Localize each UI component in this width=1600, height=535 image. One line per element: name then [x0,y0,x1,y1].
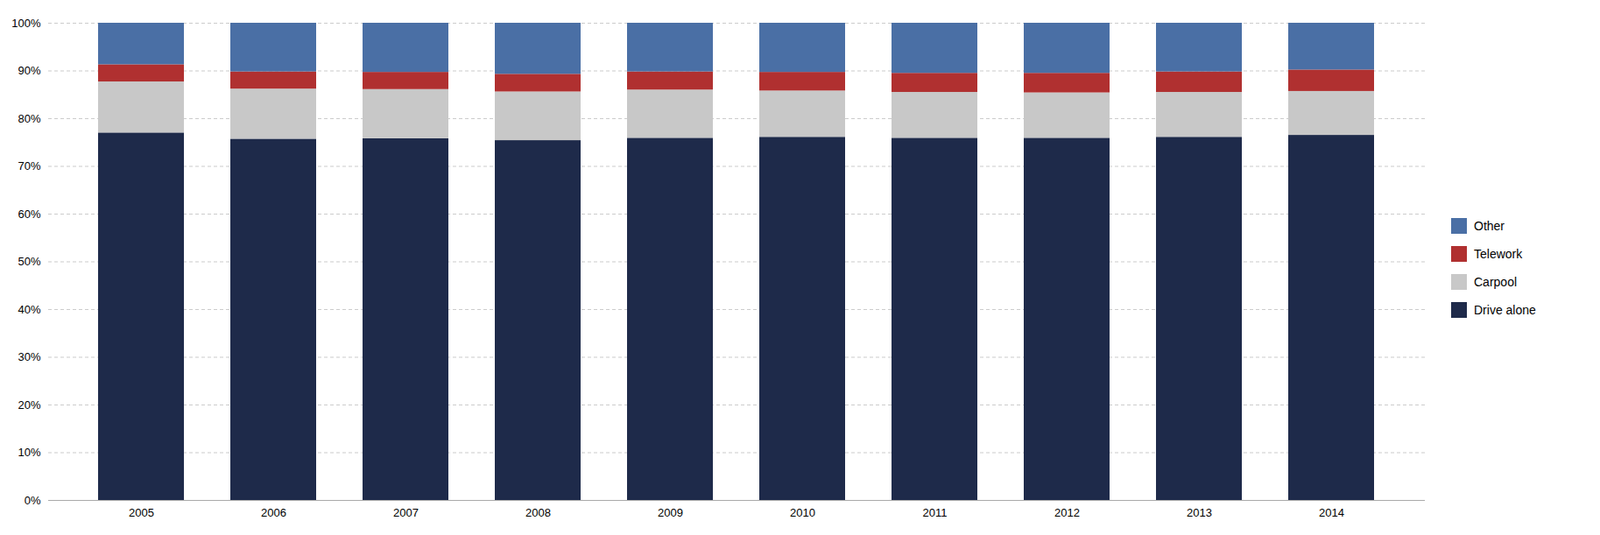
svg-text:20%: 20% [17,397,41,411]
svg-text:70%: 70% [17,159,41,173]
svg-text:2007: 2007 [393,505,419,519]
svg-text:80%: 80% [17,111,41,125]
svg-text:10%: 10% [17,445,41,459]
html-text:Drive alone: Drive alone [1473,302,1536,317]
svg-text:2008: 2008 [525,505,551,519]
svg-text:50%: 50% [17,254,41,268]
svg-text:2006: 2006 [260,505,287,519]
svg-text:2011: 2011 [923,505,948,519]
svg-text:2014: 2014 [1318,505,1345,519]
svg-text:60%: 60% [17,206,41,220]
svg-text:100%: 100% [11,15,42,29]
svg-text:2009: 2009 [657,505,684,519]
html-text:Carpool: Carpool [1473,274,1517,289]
html-text:Telework: Telework [1473,246,1523,261]
svg-text:40%: 40% [17,302,41,316]
svg-text:2013: 2013 [1186,505,1213,519]
svg-text:2005: 2005 [128,505,155,519]
svg-text:2012: 2012 [1054,505,1080,519]
svg-text:30%: 30% [17,350,41,364]
html-text:Other: Other [1473,218,1505,233]
svg-text:90%: 90% [17,63,41,78]
svg-text:0%: 0% [24,493,42,507]
svg-text:2010: 2010 [789,505,816,519]
